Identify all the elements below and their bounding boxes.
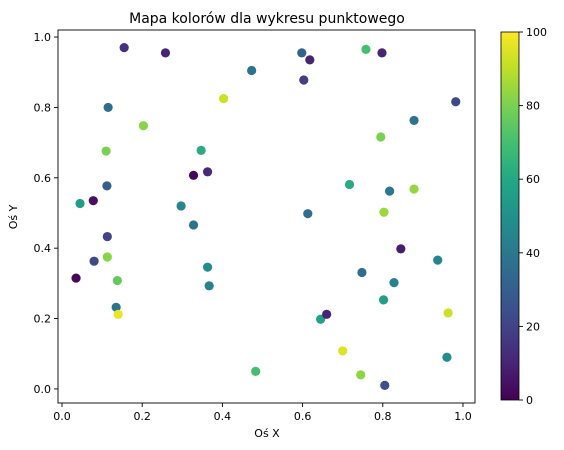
data-point <box>188 170 199 180</box>
data-point <box>102 181 112 191</box>
colorbar-tick-label: 60 <box>526 173 540 186</box>
data-point <box>322 309 332 319</box>
y-tick-label: 0.0 <box>34 383 52 396</box>
data-point <box>204 281 214 291</box>
colorbar-tick-label: 80 <box>526 100 540 113</box>
y-tick-label: 0.4 <box>34 242 52 255</box>
colorbar: 0 20 40 60 80 100 <box>500 26 547 407</box>
data-point <box>451 97 461 107</box>
data-point <box>433 255 443 265</box>
data-point <box>101 146 111 156</box>
data-point <box>176 201 186 211</box>
data-point <box>356 370 366 380</box>
y-axis-label: Oś Y <box>7 204 20 229</box>
data-point <box>443 308 453 318</box>
data-point <box>396 244 406 254</box>
data-point <box>202 167 213 177</box>
data-point <box>103 102 113 113</box>
data-point <box>202 262 213 272</box>
plot-frame <box>57 29 476 404</box>
data-point <box>251 366 261 376</box>
data-point <box>299 75 309 85</box>
data-point <box>71 273 81 283</box>
colorbar-tick-label: 0 <box>526 394 533 407</box>
data-point <box>138 121 148 131</box>
data-point <box>111 302 121 312</box>
data-point <box>379 207 389 217</box>
data-point <box>378 295 389 305</box>
x-axis: 0.0 0.2 0.4 0.6 0.8 1.0 <box>53 403 472 423</box>
data-point <box>380 380 390 391</box>
plot-area <box>57 29 476 404</box>
data-point <box>357 267 367 278</box>
y-tick-label: 0.6 <box>34 172 52 185</box>
data-point <box>409 115 419 126</box>
y-tick-label: 1.0 <box>34 31 52 44</box>
data-point <box>442 352 452 362</box>
data-point <box>119 42 129 53</box>
data-point <box>112 275 122 286</box>
y-axis: 0.0 0.2 0.4 0.6 0.8 1.0 <box>34 31 58 396</box>
x-axis-label: Oś X <box>254 427 280 440</box>
data-point <box>88 196 98 206</box>
colorbar-tick-label: 20 <box>526 320 540 333</box>
data-point <box>338 346 348 356</box>
x-tick-label: 0.8 <box>374 410 392 423</box>
data-point <box>297 48 307 58</box>
data-point <box>102 252 112 262</box>
data-point <box>113 309 123 319</box>
data-point <box>344 179 355 190</box>
data-point <box>385 186 395 196</box>
x-tick-label: 1.0 <box>454 410 472 423</box>
data-point <box>376 132 386 142</box>
colorbar-tick-label: 40 <box>526 247 540 260</box>
data-point <box>305 55 315 65</box>
data-point <box>188 220 199 230</box>
y-tick-label: 0.2 <box>34 313 52 326</box>
colorbar-gradient <box>500 31 520 401</box>
x-tick-label: 0.0 <box>53 410 71 423</box>
data-point <box>219 94 229 104</box>
data-point <box>361 44 371 54</box>
x-tick-label: 0.4 <box>214 410 232 423</box>
chart-title: Mapa kolorów dla wykresu punktowego <box>129 11 405 27</box>
data-point <box>303 209 313 219</box>
data-point <box>409 184 419 194</box>
x-tick-label: 0.2 <box>133 410 151 423</box>
y-tick-label: 0.8 <box>34 101 52 114</box>
colorbar-tick-label: 100 <box>526 26 547 39</box>
data-point <box>247 65 257 76</box>
data-point <box>89 256 99 266</box>
data-point <box>389 278 399 288</box>
data-point <box>160 48 171 58</box>
data-point <box>75 198 85 209</box>
data-point <box>377 48 387 58</box>
data-point <box>196 145 206 155</box>
x-tick-label: 0.6 <box>294 410 312 423</box>
data-point <box>102 231 112 242</box>
